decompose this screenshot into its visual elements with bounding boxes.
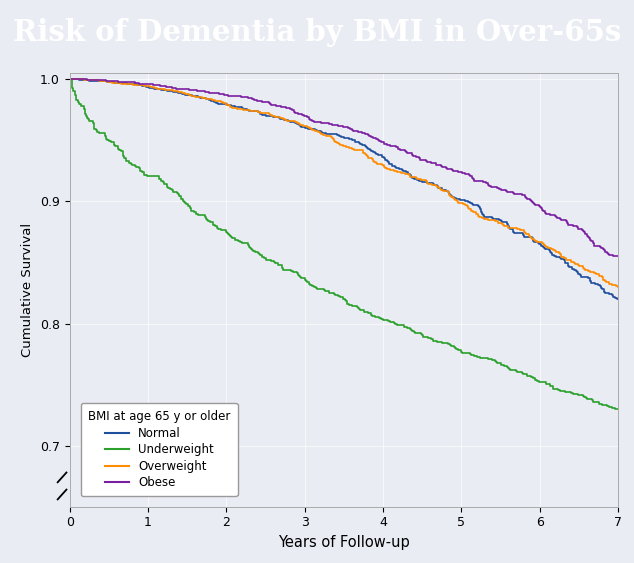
Text: Risk of Dementia by BMI in Over-65s: Risk of Dementia by BMI in Over-65s [13, 18, 621, 47]
Y-axis label: Cumulative Survival: Cumulative Survival [22, 223, 34, 357]
X-axis label: Years of Follow-up: Years of Follow-up [278, 535, 410, 550]
Legend: Normal, Underweight, Overweight, Obese: Normal, Underweight, Overweight, Obese [81, 403, 238, 497]
